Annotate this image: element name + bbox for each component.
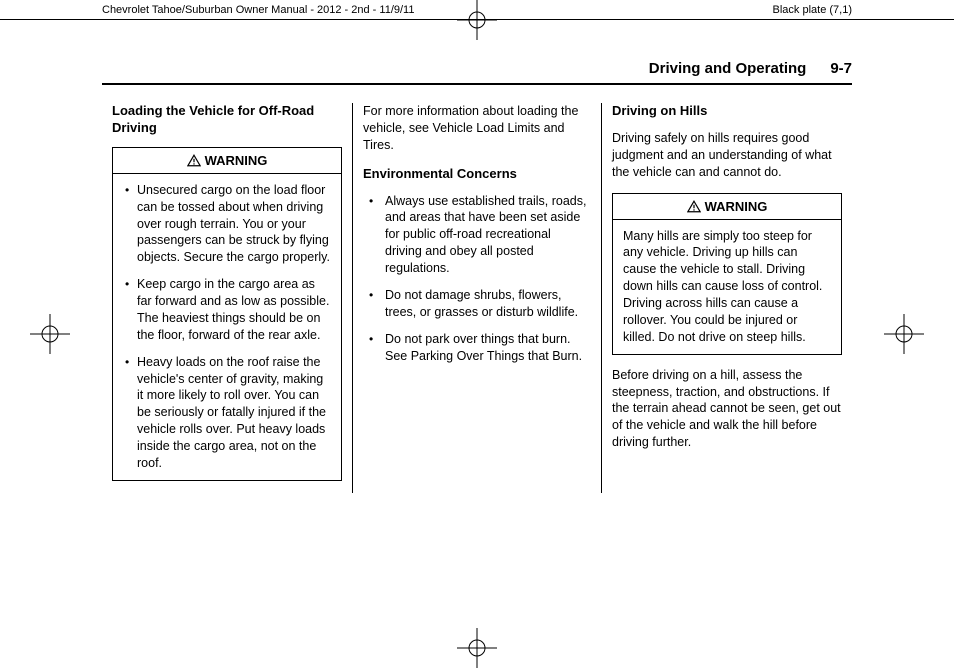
warning-title: WARNING <box>113 148 341 174</box>
running-head: Driving and Operating 9-7 <box>102 60 852 85</box>
warning-body: Many hills are simply too steep for any … <box>613 220 841 354</box>
page-content: Driving and Operating 9-7 Loading the Ve… <box>102 60 852 493</box>
col2-list: Always use established trails, roads, an… <box>363 193 591 365</box>
list-item: Do not damage shrubs, flowers, trees, or… <box>363 287 591 321</box>
header-left-text: Chevrolet Tahoe/Suburban Owner Manual - … <box>102 4 414 16</box>
column-2: For more information about loading the v… <box>352 103 602 493</box>
column-3: Driving on Hills Driving safely on hills… <box>602 103 852 493</box>
registration-mark-top <box>457 0 497 40</box>
col3-para1: Driving safely on hills requires good ju… <box>612 130 842 181</box>
registration-mark-bottom <box>457 628 497 668</box>
registration-mark-left <box>30 314 70 354</box>
warning-label: WARNING <box>205 153 268 168</box>
warning-triangle-icon <box>687 200 701 213</box>
col3-warning-box: WARNING Many hills are simply too steep … <box>612 193 842 355</box>
section-title: Driving and Operating <box>649 60 807 77</box>
column-1: Loading the Vehicle for Off-Road Driving… <box>102 103 352 493</box>
list-item: Do not park over things that burn. See P… <box>363 331 591 365</box>
warning-bullet: Heavy loads on the roof raise the vehicl… <box>123 354 331 472</box>
col2-para1: For more information about loading the v… <box>363 103 591 154</box>
list-item: Always use established trails, roads, an… <box>363 193 591 277</box>
warning-bullet: Keep cargo in the cargo area as far forw… <box>123 276 331 344</box>
warning-triangle-icon <box>187 154 201 167</box>
registration-mark-right <box>884 314 924 354</box>
warning-label: WARNING <box>705 199 768 214</box>
page-number: 9-7 <box>830 60 852 77</box>
col2-heading: Environmental Concerns <box>363 166 591 183</box>
warning-body: Unsecured cargo on the load floor can be… <box>113 174 341 480</box>
warning-title: WARNING <box>613 194 841 220</box>
warning-bullet: Unsecured cargo on the load floor can be… <box>123 182 331 266</box>
col1-warning-box: WARNING Unsecured cargo on the load floo… <box>112 147 342 481</box>
columns: Loading the Vehicle for Off-Road Driving… <box>102 103 852 493</box>
col1-heading: Loading the Vehicle for Off-Road Driving <box>112 103 342 137</box>
col3-heading: Driving on Hills <box>612 103 842 120</box>
col3-para2: Before driving on a hill, assess the ste… <box>612 367 842 451</box>
header-right-text: Black plate (7,1) <box>773 4 852 16</box>
